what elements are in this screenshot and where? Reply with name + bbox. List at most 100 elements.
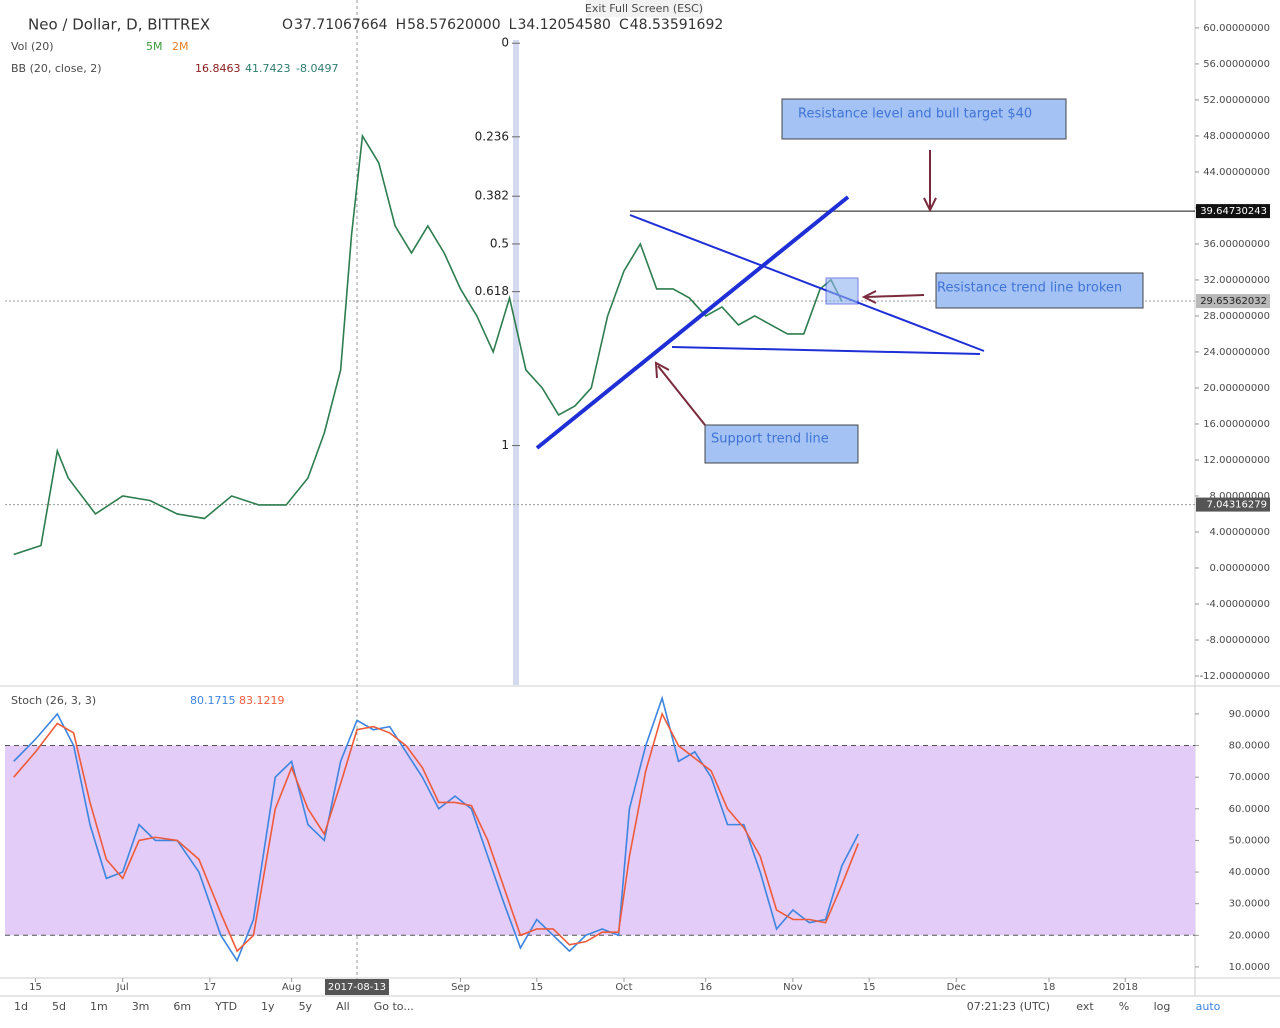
x-tick-label: 16 bbox=[699, 982, 712, 993]
goto-button[interactable]: Go to... bbox=[374, 1000, 414, 1013]
fib-label: 0.5 bbox=[490, 236, 509, 250]
fib-label: 0.618 bbox=[475, 284, 509, 298]
y-tick-label: 30.0000 bbox=[1229, 899, 1270, 910]
stoch-label: Stoch (26, 3, 3) bbox=[11, 694, 96, 707]
base-line bbox=[671, 346, 981, 355]
y-tick-label: 28.00000000 bbox=[1203, 311, 1270, 322]
support-trend-line bbox=[535, 195, 850, 450]
x-tick-label: Sep bbox=[451, 982, 470, 993]
y-tick-label: 50.0000 bbox=[1229, 835, 1270, 846]
x-tick-label: 18 bbox=[1043, 982, 1056, 993]
series-line bbox=[13, 711, 860, 953]
x-tick-label: Jul bbox=[116, 982, 129, 993]
arrow bbox=[657, 365, 706, 426]
ohlc-key: H bbox=[396, 17, 407, 33]
y-tick-label: 60.00000000 bbox=[1203, 23, 1270, 34]
y-tick-label: 8.00000000 bbox=[1210, 491, 1270, 502]
annotation-box bbox=[935, 272, 1144, 309]
x-tick-label: Nov bbox=[783, 982, 803, 993]
annotation: Resistance trend line broken bbox=[937, 281, 1122, 296]
y-tick-label: 4.00000000 bbox=[1210, 527, 1270, 538]
ohlc-value: 34.12054580 bbox=[517, 17, 611, 33]
series-line bbox=[13, 133, 843, 556]
stoch-value: 83.1219 bbox=[239, 694, 285, 707]
ohlc-value: 37.71067664 bbox=[294, 17, 388, 33]
y-tick-label: 20.0000 bbox=[1229, 930, 1270, 941]
bb-label: BB (20, close, 2) bbox=[11, 62, 102, 75]
volume-value: 2M bbox=[172, 40, 189, 53]
price-label: 39.64730243 bbox=[1200, 206, 1267, 217]
y-tick-label: 12.00000000 bbox=[1203, 455, 1270, 466]
x-tick-label: 17 bbox=[204, 982, 217, 993]
clock: 07:21:23 (UTC) bbox=[967, 1000, 1050, 1013]
stoch-value: 80.1715 bbox=[190, 694, 236, 707]
y-tick-label: 90.0000 bbox=[1229, 709, 1270, 720]
range-button[interactable]: 1m bbox=[90, 1000, 108, 1013]
exit-banner[interactable] bbox=[586, 0, 703, 17]
breakout-box bbox=[825, 277, 859, 305]
exit-fullscreen[interactable]: Exit Full Screen (ESC) bbox=[585, 2, 703, 15]
x-tick-label: 2018 bbox=[1113, 982, 1138, 993]
range-button[interactable]: 3m bbox=[132, 1000, 150, 1013]
fib-label: 0.236 bbox=[475, 129, 509, 143]
range-button[interactable]: 5y bbox=[299, 1000, 313, 1013]
range-button[interactable]: 5d bbox=[52, 1000, 66, 1013]
option-button[interactable]: log bbox=[1154, 1000, 1171, 1013]
range-button[interactable]: 1y bbox=[261, 1000, 275, 1013]
fib-label: 0 bbox=[501, 36, 509, 50]
y-tick-label: 32.00000000 bbox=[1203, 275, 1270, 286]
y-tick-label: 60.0000 bbox=[1229, 804, 1270, 815]
x-tick-label: 15 bbox=[530, 982, 543, 993]
series-line bbox=[13, 695, 859, 963]
price-label: 29.65362032 bbox=[1200, 296, 1267, 307]
arrow-head bbox=[923, 197, 937, 213]
y-tick-label: 36.00000000 bbox=[1203, 239, 1270, 250]
y-tick-label: 48.00000000 bbox=[1203, 131, 1270, 142]
bb-value: -8.0497 bbox=[296, 62, 338, 75]
range-button[interactable]: YTD bbox=[214, 1000, 237, 1013]
ohlc-value: 48.53591692 bbox=[630, 17, 724, 33]
y-tick-label: 10.0000 bbox=[1229, 962, 1270, 973]
y-tick-label: -4.00000000 bbox=[1206, 599, 1270, 610]
y-tick-label: 0.00000000 bbox=[1210, 563, 1270, 574]
range-button[interactable]: All bbox=[336, 1000, 350, 1013]
arrow-head bbox=[654, 361, 670, 379]
fib-label: 0.382 bbox=[475, 189, 509, 203]
layer: 60.00000000 56.00000000 52.00000000 48.0000… bbox=[5, 23, 1270, 995]
resistance-trend-line bbox=[629, 214, 985, 352]
bb-value: 16.8463 bbox=[195, 62, 241, 75]
stoch-band bbox=[5, 745, 1195, 936]
bb-value: 41.7423 bbox=[245, 62, 291, 75]
ohlc-key: L bbox=[509, 17, 517, 33]
range-button[interactable]: 6m bbox=[173, 1000, 191, 1013]
arrow bbox=[865, 294, 925, 298]
y-tick-label: 52.00000000 bbox=[1203, 95, 1270, 106]
ohlc-value: 58.57620000 bbox=[407, 17, 501, 33]
price-label-bg bbox=[1196, 294, 1270, 309]
fib-label: 1 bbox=[501, 438, 509, 452]
option-button[interactable]: ext bbox=[1076, 1000, 1094, 1013]
option-button[interactable]: auto bbox=[1196, 1000, 1221, 1013]
option-button[interactable]: % bbox=[1119, 1000, 1129, 1013]
y-tick-label: 40.0000 bbox=[1229, 867, 1270, 878]
price-label-bg bbox=[1196, 497, 1270, 512]
y-tick-label: 44.00000000 bbox=[1203, 167, 1270, 178]
y-tick-label: 80.0000 bbox=[1229, 741, 1270, 752]
annotation: Resistance level and bull target $40 bbox=[798, 107, 1032, 122]
y-tick-label: -8.00000000 bbox=[1206, 635, 1270, 646]
ohlc-key: C bbox=[619, 17, 629, 33]
x-tick-label: Dec bbox=[947, 982, 966, 993]
annotation: Support trend line bbox=[711, 432, 829, 447]
x-tick-highlight bbox=[324, 979, 389, 995]
y-tick-label: 24.00000000 bbox=[1203, 347, 1270, 358]
x-tick-label: Aug bbox=[282, 982, 302, 993]
y-tick-label: 16.00000000 bbox=[1203, 419, 1270, 430]
price-label: 7.04316279 bbox=[1207, 500, 1267, 511]
range-button[interactable]: 1d bbox=[14, 1000, 28, 1013]
volume-label: Vol (20) bbox=[11, 40, 54, 53]
ohlc-key: O bbox=[282, 17, 293, 33]
y-tick-label: 56.00000000 bbox=[1203, 59, 1270, 70]
price-label-bg bbox=[1196, 204, 1270, 219]
x-tick-label: Oct bbox=[615, 982, 632, 993]
x-tick-label: 15 bbox=[863, 982, 876, 993]
